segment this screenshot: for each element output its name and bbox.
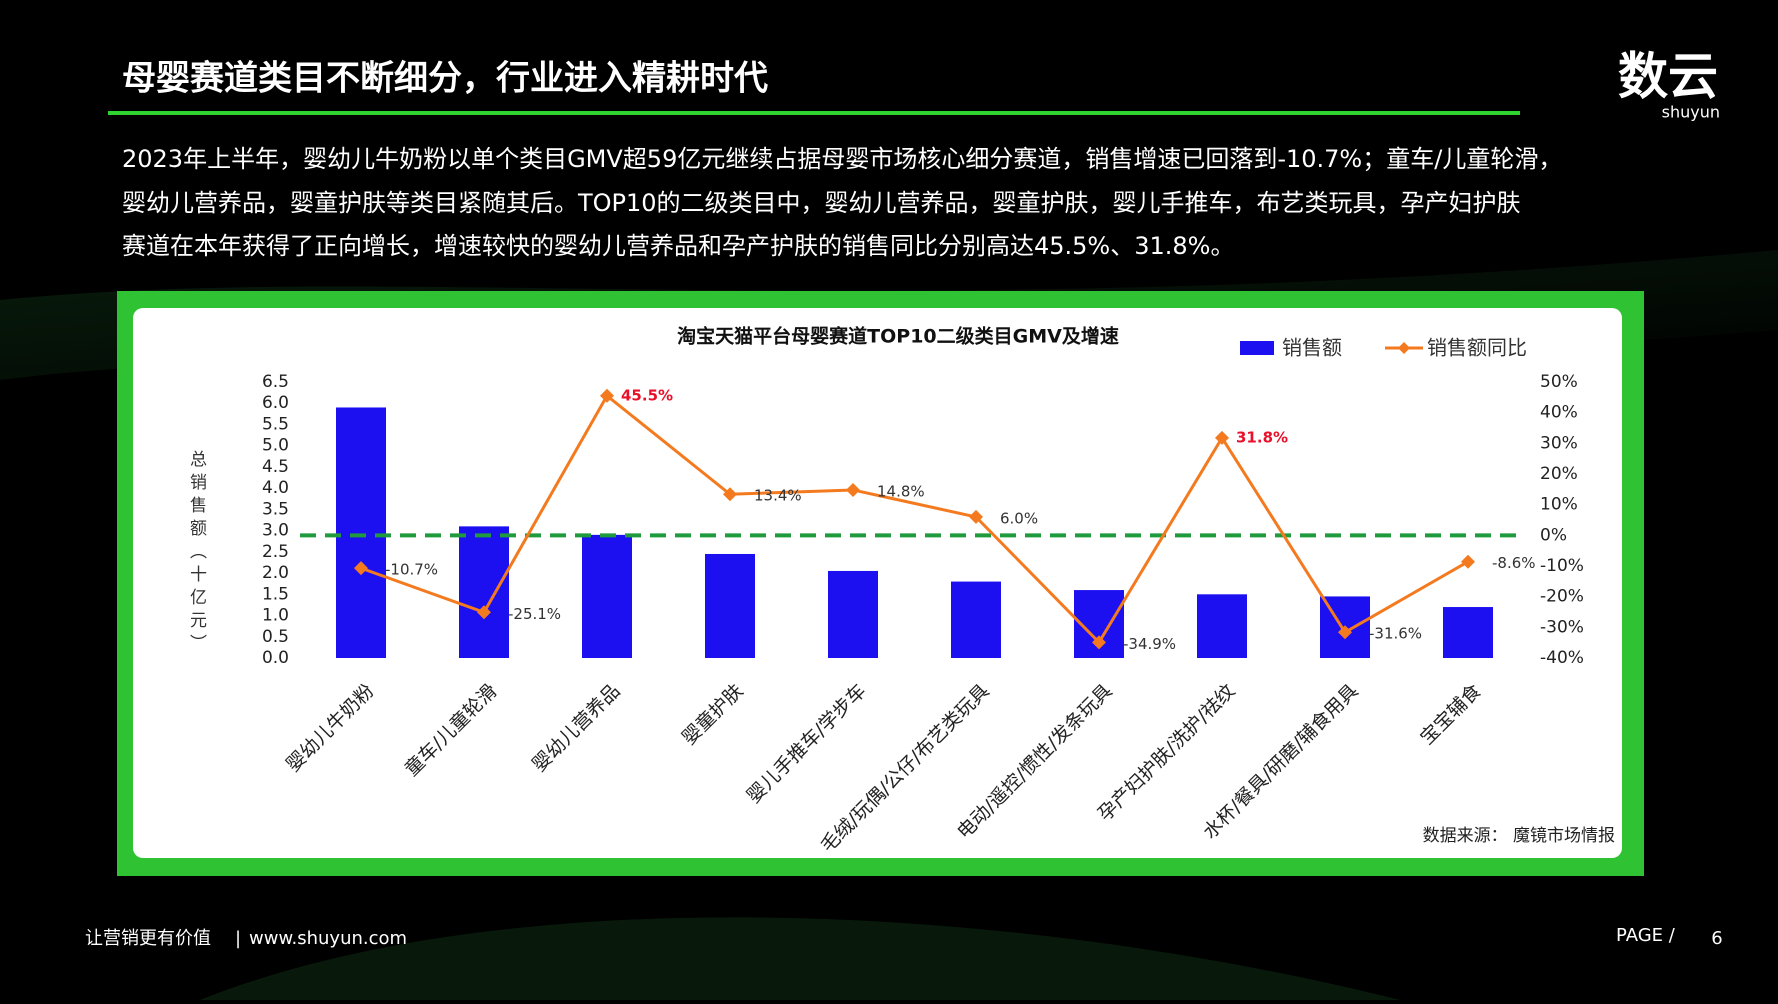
y-tick-label: 4.0 [262,478,289,498]
data-label: 45.5% [621,386,673,404]
line-marker [846,482,860,497]
legend-swatch [1398,342,1410,354]
bar [1197,594,1247,658]
y-tick-label: 0.0 [262,648,289,668]
y-axis-title: 总销售额（十亿元） [186,450,207,657]
data-label: -8.6% [1492,554,1536,572]
bar [951,581,1001,658]
footer-separator: | [235,928,241,949]
data-label: 14.8% [877,482,925,500]
line-marker [1461,554,1475,569]
logo: 数云 [1618,48,1718,106]
data-label: 6.0% [1000,509,1038,527]
paragraph-line: 婴幼儿营养品，婴童护肤等类目紧随其后。TOP10的二级类目中，婴幼儿营养品，婴童… [122,189,1521,217]
y2-tick-label: -40% [1540,648,1584,668]
y-tick-label: 6.5 [262,372,289,392]
line-marker [969,509,983,524]
y-tick-label: 4.5 [262,457,289,477]
y2-tick-label: -20% [1540,587,1584,607]
logo-sub: shuyun [1662,103,1720,122]
line-marker [723,487,737,502]
y-tick-label: 5.0 [262,436,289,456]
paragraph-line: 赛道在本年获得了正向增长，增速较快的婴幼儿营养品和孕产护肤的销售同比分别高达45… [122,232,1234,260]
y-tick-label: 3.5 [262,499,289,519]
bar [1443,607,1493,658]
y-tick-label: 5.5 [262,414,289,434]
page-label: PAGE / [1616,925,1676,946]
data-label: 31.8% [1236,428,1288,446]
y-tick-label: 0.5 [262,627,289,647]
page-number: 6 [1711,928,1722,949]
y2-tick-label: 30% [1540,433,1578,453]
y2-tick-label: 0% [1540,525,1567,545]
line-marker [1215,430,1229,445]
line-marker [354,561,368,576]
line-marker [600,388,614,403]
y-tick-label: 2.5 [262,542,289,562]
source-note: 数据来源： 魔镜市场情报 [1423,826,1615,846]
line-marker [1092,635,1106,650]
line-marker [1338,625,1352,640]
y2-tick-label: 40% [1540,403,1578,423]
bar [582,534,632,658]
y2-tick-label: 20% [1540,464,1578,484]
footer-slogan: 让营销更有价值 [85,928,211,949]
paragraph-line: 2023年上半年，婴幼儿牛奶粉以单个类目GMV超59亿元继续占据母婴市场核心细分… [122,145,1562,173]
footer-url: www.shuyun.com [249,928,407,949]
data-label: 13.4% [754,487,802,505]
y2-tick-label: -30% [1540,617,1584,637]
y-tick-label: 2.0 [262,563,289,583]
chart-title: 淘宝天猫平台母婴赛道TOP10二级类目GMV及增速 [677,325,1119,348]
y2-tick-label: 10% [1540,495,1578,515]
y-tick-label: 1.5 [262,584,289,604]
line-marker [477,605,491,620]
title-underline [108,111,1520,115]
y-tick-label: 3.0 [262,521,289,541]
legend-label: 销售额同比 [1427,336,1527,360]
bar [336,407,386,658]
y2-tick-label: 50% [1540,372,1578,392]
data-label: -25.1% [508,605,561,623]
bar [459,526,509,658]
data-label: -34.9% [1123,635,1176,653]
decor [200,917,1400,1000]
line [360,393,1469,645]
bar [828,570,878,658]
y2-tick-label: -10% [1540,556,1584,576]
legend-label: 销售额 [1282,336,1342,360]
bar [705,553,755,658]
y-tick-label: 1.0 [262,606,289,626]
legend-swatch [1240,341,1274,355]
data-label: -10.7% [385,561,438,579]
slide-title: 母婴赛道类目不断细分，行业进入精耕时代 [122,59,768,99]
y-tick-label: 6.0 [262,393,289,413]
data-label: -31.6% [1369,625,1422,643]
